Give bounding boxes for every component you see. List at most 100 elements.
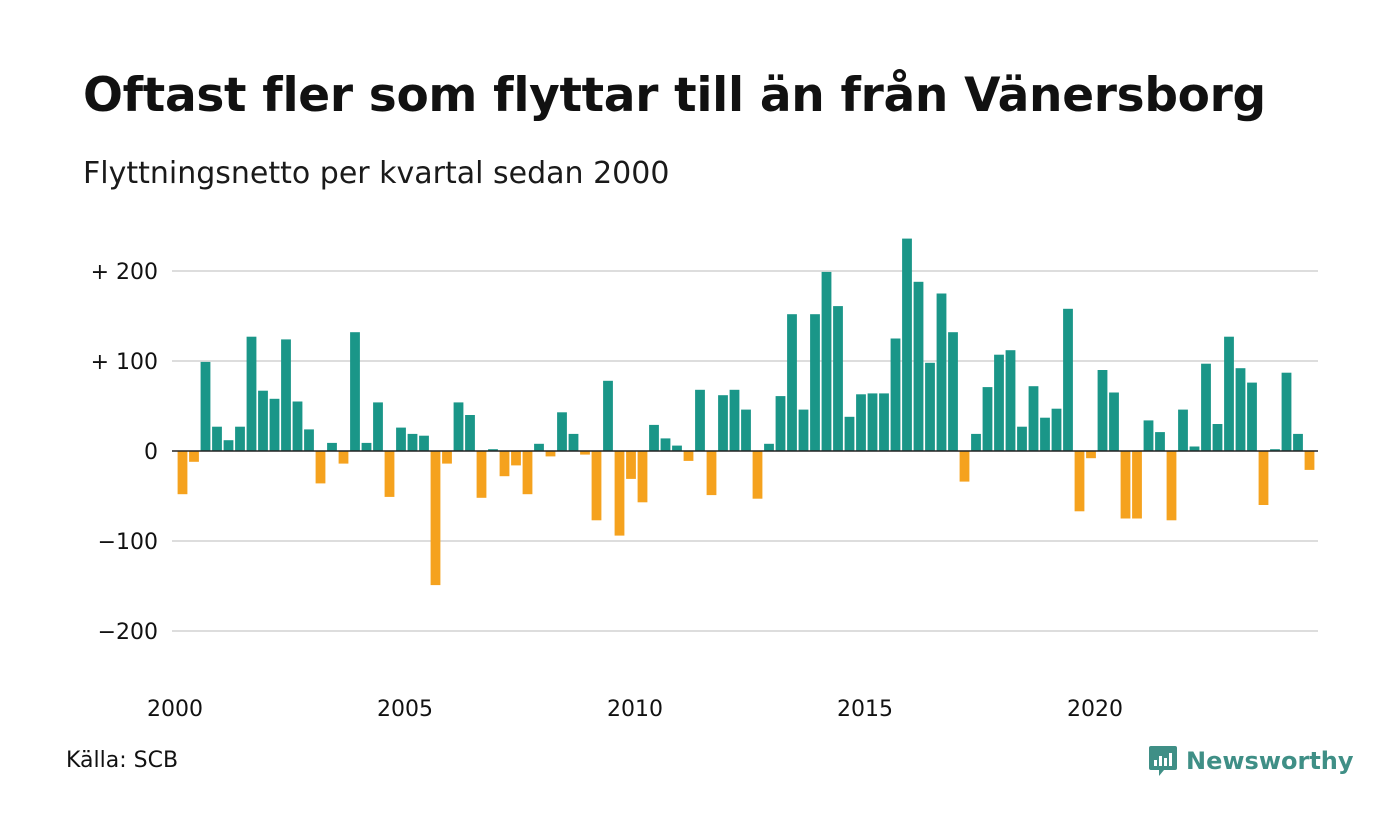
bar xyxy=(338,451,349,464)
bar xyxy=(453,402,464,451)
bar xyxy=(775,396,786,451)
bar xyxy=(373,402,383,451)
bar xyxy=(350,332,360,451)
bar xyxy=(235,426,245,451)
bar xyxy=(545,451,556,457)
bar xyxy=(361,442,372,451)
bar xyxy=(580,451,590,455)
bar xyxy=(430,451,441,586)
bar xyxy=(626,451,636,479)
bar xyxy=(1132,451,1142,519)
bar xyxy=(844,416,855,451)
bar xyxy=(1097,370,1108,451)
bar xyxy=(718,395,728,451)
bar xyxy=(867,393,878,451)
x-tick-label: 2010 xyxy=(607,697,663,722)
bar xyxy=(177,451,188,495)
bar xyxy=(1258,451,1269,505)
bar xyxy=(890,338,901,451)
bar xyxy=(948,332,958,451)
bar xyxy=(1143,420,1154,451)
source-note: Källa: SCB xyxy=(66,748,179,773)
bar xyxy=(959,451,970,482)
bar xyxy=(1120,451,1131,519)
y-tick-label: −200 xyxy=(98,620,158,645)
bar xyxy=(1270,449,1280,451)
brand-logo[interactable]: Newsworthy xyxy=(1148,744,1354,778)
bar xyxy=(1293,433,1303,451)
x-tick-label: 2015 xyxy=(837,697,893,722)
bar xyxy=(315,451,326,484)
bar xyxy=(534,443,544,451)
bar xyxy=(465,415,475,451)
bar xyxy=(511,451,521,466)
bar xyxy=(683,451,694,461)
bar xyxy=(936,293,947,451)
bar xyxy=(1063,308,1073,451)
bar xyxy=(741,409,751,451)
bar xyxy=(1304,451,1315,470)
bar xyxy=(200,361,211,451)
bar xyxy=(1028,386,1039,451)
bar xyxy=(1051,408,1062,451)
bar xyxy=(925,362,935,451)
y-tick-label: + 200 xyxy=(91,260,158,285)
bar xyxy=(706,451,717,496)
bar xyxy=(212,426,222,451)
bar xyxy=(557,412,567,451)
bar xyxy=(1235,368,1246,451)
bar xyxy=(476,451,487,498)
bar xyxy=(1086,451,1096,459)
bar xyxy=(821,271,832,451)
bar xyxy=(879,393,889,451)
bar xyxy=(695,389,705,451)
bar xyxy=(258,390,268,451)
bar xyxy=(982,387,993,451)
x-tick-label: 2005 xyxy=(377,697,433,722)
bar xyxy=(568,433,579,451)
bars xyxy=(177,238,1315,586)
grid-lines xyxy=(172,270,1318,632)
bar xyxy=(1017,426,1027,451)
bar xyxy=(1212,424,1223,451)
bar xyxy=(994,354,1004,451)
bar-chart-speech-bubble-icon xyxy=(1149,746,1177,776)
chart-title: Oftast fler som flyttar till än från Vän… xyxy=(83,68,1266,123)
bar xyxy=(637,451,648,503)
bar xyxy=(246,336,257,451)
bar xyxy=(764,443,774,451)
bar xyxy=(407,433,418,451)
bar xyxy=(1040,417,1050,451)
bar xyxy=(189,451,199,462)
bar xyxy=(971,433,981,451)
bar-chart: + 200 + 100 0 −100 −200 2000 2005 2010 2015 2020 xyxy=(91,238,1318,722)
bar xyxy=(269,398,280,451)
bar xyxy=(614,451,625,536)
y-axis-tick-labels: + 200 + 100 0 −100 −200 xyxy=(91,260,158,645)
bar xyxy=(1201,363,1211,451)
bar xyxy=(1178,409,1188,451)
x-tick-label: 2000 xyxy=(147,697,203,722)
bar xyxy=(913,281,924,451)
bar xyxy=(1247,382,1257,451)
bar xyxy=(660,438,671,451)
bar xyxy=(591,451,602,521)
bar xyxy=(281,339,291,451)
bar xyxy=(752,451,763,499)
bar xyxy=(833,306,843,451)
chart-subtitle: Flyttningsnetto per kvartal sedan 2000 xyxy=(83,156,670,191)
bar xyxy=(384,451,395,497)
bar xyxy=(1189,446,1200,451)
bar xyxy=(1109,392,1119,451)
bar xyxy=(499,451,510,477)
bar xyxy=(1224,336,1234,451)
bar xyxy=(488,449,498,451)
bar xyxy=(902,238,912,451)
bar xyxy=(856,394,866,451)
bar xyxy=(672,445,682,451)
bar xyxy=(603,380,613,451)
bar xyxy=(1281,372,1292,451)
bar xyxy=(223,440,234,451)
bar xyxy=(1005,350,1016,451)
bar xyxy=(292,401,303,451)
